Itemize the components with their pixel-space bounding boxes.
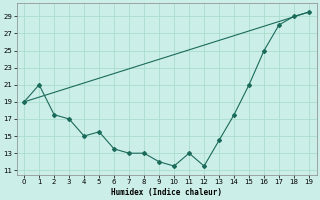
- X-axis label: Humidex (Indice chaleur): Humidex (Indice chaleur): [111, 188, 222, 197]
